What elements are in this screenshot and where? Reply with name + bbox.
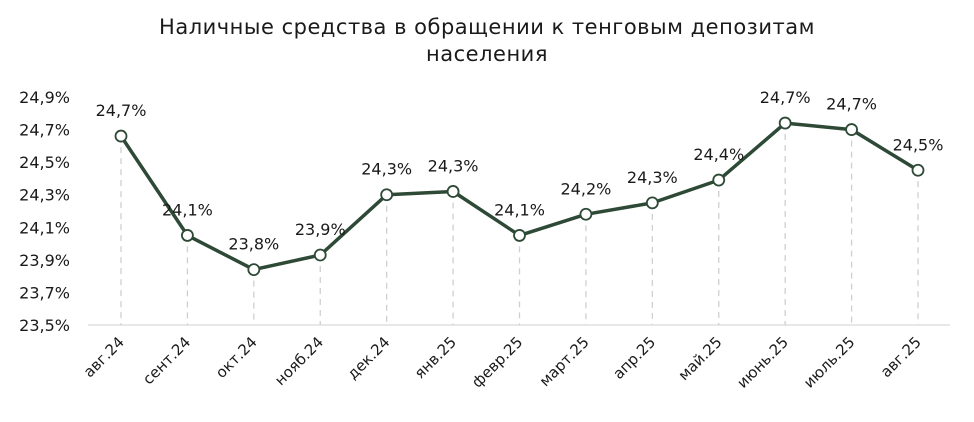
- data-points: [114, 116, 925, 277]
- data-point: [181, 229, 194, 242]
- x-tick-label: окт.24: [212, 333, 261, 382]
- data-label: 24,1%: [494, 200, 545, 219]
- data-label: 23,9%: [295, 220, 346, 239]
- chart-title: Наличные средства в обращении к тенговым…: [0, 14, 974, 68]
- data-point: [446, 185, 460, 198]
- data-point: [114, 129, 128, 143]
- x-tick-label: янв.25: [411, 333, 460, 382]
- y-tick-label: 23,9%: [19, 251, 70, 270]
- chart-title-line-1: Наличные средства в обращении к тенговым…: [159, 15, 815, 39]
- y-tick-label: 24,7%: [19, 121, 70, 140]
- x-tick-label: нояб.24: [271, 333, 327, 389]
- data-point: [778, 116, 792, 130]
- y-tick-label: 24,1%: [19, 218, 70, 237]
- data-label: 24,7%: [96, 101, 147, 120]
- drop-lines: [120, 123, 919, 325]
- data-labels: 24,7% 24,1% 23,8% 23,9% 24,3% 24,3% 24,1% 24,2%…: [96, 88, 944, 254]
- x-tick-label: дек.24: [344, 333, 394, 383]
- y-tick-label: 23,5%: [19, 316, 70, 335]
- data-point: [712, 173, 726, 187]
- x-axis-ticks: авг.24 сент.24 окт.24 нояб.24 дек.24 янв.25 фе…: [80, 333, 925, 392]
- data-point: [313, 248, 327, 262]
- x-tick-label: июнь.25: [733, 333, 792, 392]
- data-point: [845, 123, 858, 136]
- y-tick-label: 24,5%: [19, 153, 70, 172]
- x-tick-label: июль.25: [800, 333, 858, 391]
- data-label: 23,8%: [228, 235, 279, 254]
- data-label: 24,3%: [361, 160, 412, 179]
- data-label: 24,1%: [162, 200, 213, 219]
- y-axis-ticks: 23,5% 23,7% 23,9% 24,1% 24,3% 24,5% 24,7% 24,9%: [19, 88, 70, 335]
- data-label: 24,7%: [760, 88, 811, 107]
- data-point: [513, 229, 526, 242]
- data-label: 24,5%: [893, 135, 944, 154]
- x-tick-label: март.25: [536, 333, 593, 390]
- y-tick-label: 23,7%: [19, 283, 70, 302]
- x-tick-label: сент.24: [139, 333, 194, 388]
- data-point: [579, 207, 593, 221]
- x-tick-label: авг.24: [80, 333, 128, 381]
- x-tick-label: май.25: [675, 333, 726, 384]
- y-tick-label: 24,9%: [19, 88, 70, 107]
- y-tick-label: 24,3%: [19, 186, 70, 205]
- data-point: [645, 196, 659, 210]
- data-point: [247, 263, 261, 277]
- data-point: [380, 188, 394, 202]
- data-label: 24,3%: [627, 168, 678, 187]
- x-tick-label: авг.25: [877, 333, 925, 381]
- data-point: [911, 163, 925, 177]
- data-label: 24,4%: [693, 145, 744, 164]
- x-tick-label: апр.25: [609, 333, 659, 383]
- data-label: 24,7%: [826, 95, 877, 114]
- chart-title-line-2: населения: [426, 42, 548, 66]
- data-label: 24,2%: [561, 179, 612, 198]
- x-tick-label: февр.25: [468, 333, 526, 391]
- data-label: 24,3%: [428, 156, 479, 175]
